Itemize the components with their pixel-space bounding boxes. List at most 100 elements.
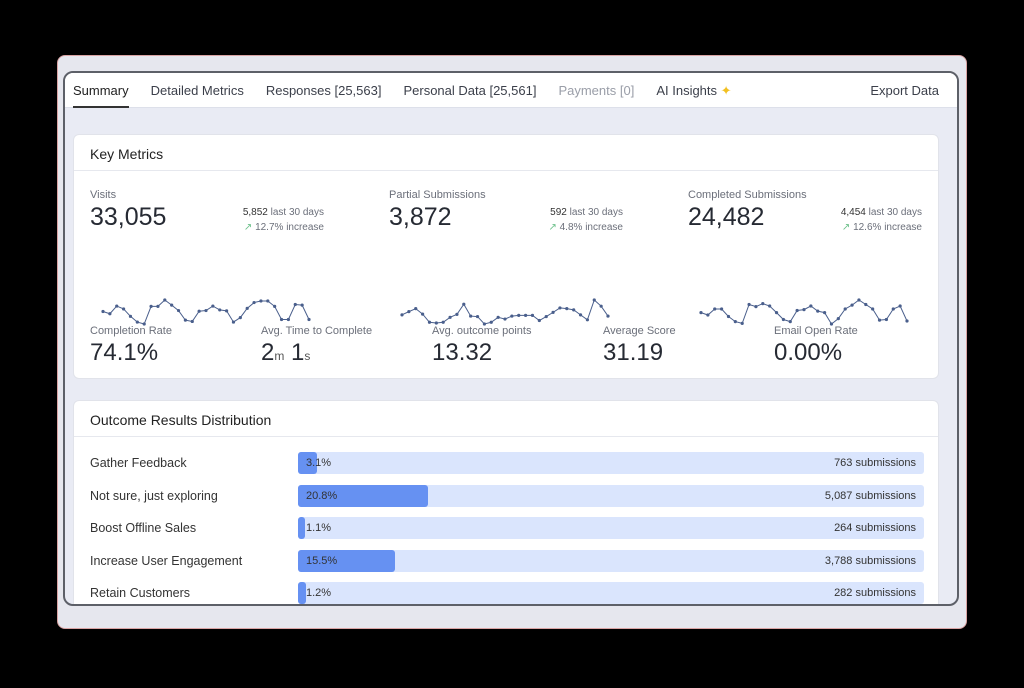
kpi-label: Email Open Rate bbox=[774, 325, 858, 337]
sparkline-point bbox=[823, 311, 827, 315]
sparkline-point bbox=[286, 317, 290, 322]
metric-value: 24,482 bbox=[688, 203, 765, 231]
sparkline-point bbox=[585, 318, 589, 322]
progress-fill bbox=[298, 517, 305, 539]
tab-ai-insights[interactable]: AI Insights ✦ bbox=[656, 73, 731, 108]
sparkline-point bbox=[740, 321, 744, 325]
percent-label: 1.2% bbox=[306, 587, 332, 599]
sparkline-point bbox=[905, 319, 909, 323]
sparkline-point bbox=[551, 310, 555, 314]
sparkline-point bbox=[733, 320, 737, 324]
metric-trend: 4,454 last 30 days ↗ 12.6% increase bbox=[841, 205, 922, 235]
kpi-label: Average Score bbox=[603, 325, 676, 337]
key-metrics-card: Key Metrics Visits 33,055 5,852 last 30 … bbox=[73, 134, 939, 379]
recent-label: last 30 days bbox=[569, 207, 623, 218]
sparkline-point bbox=[599, 304, 603, 308]
sparkline-point bbox=[469, 314, 473, 318]
sparkline-point bbox=[829, 322, 834, 326]
sparkline-point bbox=[407, 310, 411, 314]
tab-payments[interactable]: Payments [0] bbox=[558, 82, 635, 98]
percent-label: 20.8% bbox=[306, 489, 338, 502]
tab-responses[interactable]: Responses [25,563] bbox=[265, 82, 382, 98]
sparkline-point bbox=[871, 307, 875, 311]
export-data-button[interactable]: Export Data bbox=[870, 82, 939, 98]
sparkline-point bbox=[558, 306, 562, 310]
sparkline-point bbox=[266, 299, 270, 303]
progress-fill bbox=[298, 452, 318, 474]
sparkline-point bbox=[517, 313, 521, 317]
sparkline-point bbox=[421, 312, 425, 316]
sparkline-point bbox=[400, 313, 404, 317]
sparkline-point bbox=[225, 309, 229, 313]
sparkline-point bbox=[496, 315, 500, 319]
sparkline-point bbox=[170, 303, 174, 307]
tab-personal-data[interactable]: Personal Data [25,561] bbox=[403, 82, 537, 98]
progress-track: 20.8% 5,087 submissions bbox=[298, 484, 924, 507]
kpi-average-score: Average Score 31.19 bbox=[603, 325, 676, 367]
progress-fill bbox=[298, 582, 306, 604]
kpi-avg-outcome-points: Avg. outcome points 13.32 bbox=[432, 325, 531, 367]
sparkline-point bbox=[259, 299, 263, 303]
tab-summary[interactable]: Summary bbox=[73, 73, 129, 108]
metric-label: Visits bbox=[90, 189, 117, 201]
sparkline-point bbox=[592, 298, 596, 302]
outcome-label: Boost Offline Sales bbox=[90, 521, 197, 535]
sparkline-point bbox=[809, 304, 813, 308]
trend-up-icon: ↗ bbox=[548, 222, 557, 233]
sparkline-point bbox=[197, 309, 201, 313]
sparkline-point bbox=[761, 302, 765, 306]
sparkline-point bbox=[565, 307, 569, 311]
sparkline-point bbox=[211, 304, 215, 308]
kpi-value: 2m 1s bbox=[261, 339, 372, 367]
distribution-row: Boost Offline Sales 1.1% 264 submissions bbox=[90, 517, 924, 539]
sparkline bbox=[101, 298, 311, 326]
sparkline-point bbox=[149, 304, 153, 308]
metric-label: Completed Submissions bbox=[688, 189, 807, 201]
sparkline-point bbox=[544, 314, 548, 319]
sparkline-point bbox=[279, 317, 284, 322]
sparkline-point bbox=[774, 311, 779, 315]
sparkline-point bbox=[606, 314, 610, 318]
sparkline-point bbox=[699, 311, 703, 315]
sparkline-point bbox=[482, 322, 486, 326]
kpi-value: 31.19 bbox=[603, 339, 664, 366]
sparkline-point bbox=[163, 298, 167, 302]
sparkle-icon: ✦ bbox=[720, 82, 732, 98]
kpi-email-open-rate: Email Open Rate 0.00% bbox=[774, 325, 858, 367]
outcome-label: Gather Feedback bbox=[90, 456, 187, 470]
metric-visits: Visits 33,055 5,852 last 30 days ↗ 12.7% … bbox=[90, 189, 324, 326]
sparkline-point bbox=[850, 303, 854, 307]
kpi-label: Avg. outcome points bbox=[432, 325, 532, 337]
sparkline-point bbox=[720, 307, 724, 311]
distribution-row: Gather Feedback 3.1% 763 submissions bbox=[90, 452, 924, 474]
sparkline-point bbox=[537, 318, 541, 323]
kpi-completion-rate: Completion Rate 74.1% bbox=[90, 325, 172, 367]
recent-label: last 30 days bbox=[868, 207, 922, 218]
tab-detailed-metrics[interactable]: Detailed Metrics bbox=[150, 82, 244, 98]
sparkline-point bbox=[713, 307, 717, 311]
minutes: 2 bbox=[261, 339, 275, 366]
metric-value: 3,872 bbox=[389, 203, 452, 231]
sparkline-point bbox=[816, 309, 820, 313]
sparkline-point bbox=[706, 313, 710, 317]
sparkline-point bbox=[891, 307, 895, 311]
key-metrics-title: Key Metrics bbox=[74, 135, 938, 171]
sparkline-point bbox=[108, 312, 112, 316]
sparkline-point bbox=[843, 307, 847, 311]
outcome-label: Increase User Engagement bbox=[90, 553, 243, 568]
sparkline-point bbox=[475, 314, 480, 319]
app-window: Summary Detailed Metrics Responses [25,5… bbox=[63, 71, 959, 606]
sparkline bbox=[699, 298, 909, 326]
sparkline-point bbox=[204, 308, 208, 313]
submission-count: 5,087 submissions bbox=[824, 489, 916, 502]
sparkline-point bbox=[176, 308, 181, 313]
sparkline-point bbox=[414, 307, 418, 311]
progress-track: 15.5% 3,788 submissions bbox=[298, 549, 924, 572]
sparkline-point bbox=[245, 306, 249, 310]
metric-trend: 5,852 last 30 days ↗ 12.7% increase bbox=[243, 205, 324, 235]
sparkline-point bbox=[307, 317, 311, 322]
sparkline-point bbox=[788, 320, 792, 324]
sparkline-point bbox=[747, 302, 751, 307]
sparkline-point bbox=[156, 304, 160, 308]
trend-up-icon: ↗ bbox=[841, 222, 851, 233]
